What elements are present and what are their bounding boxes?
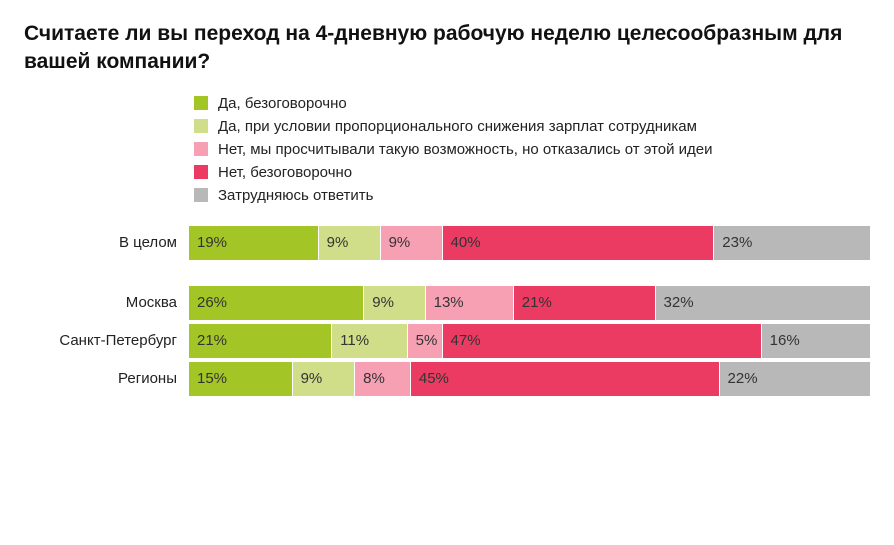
stacked-bar: 21%11%5%47%16%	[189, 324, 870, 358]
legend-swatch	[194, 119, 208, 133]
legend-swatch	[194, 188, 208, 202]
legend-swatch	[194, 165, 208, 179]
bar-segment: 19%	[189, 226, 318, 260]
legend-item: Затрудняюсь ответить	[194, 187, 870, 204]
bar-segment: 47%	[443, 324, 761, 358]
stacked-bar: 19%9%9%40%23%	[189, 226, 870, 260]
bar-segment: 15%	[189, 362, 292, 396]
bar-row: В целом19%9%9%40%23%	[24, 226, 870, 260]
legend-item: Нет, мы просчитывали такую возможность, …	[194, 141, 870, 158]
chart-body: В целом19%9%9%40%23%Москва26%9%13%21%32%…	[24, 226, 870, 400]
row-label: В целом	[24, 234, 189, 251]
legend-label: Да, безоговорочно	[218, 95, 347, 112]
stacked-bar: 15%9%8%45%22%	[189, 362, 870, 396]
legend: Да, безоговорочно Да, при условии пропорц…	[194, 95, 870, 204]
bar-row: Москва26%9%13%21%32%	[24, 286, 870, 320]
stacked-bar: 26%9%13%21%32%	[189, 286, 870, 320]
bar-row: Санкт-Петербург21%11%5%47%16%	[24, 324, 870, 358]
bar-segment: 22%	[720, 362, 870, 396]
row-label: Санкт-Петербург	[24, 332, 189, 349]
legend-label: Нет, мы просчитывали такую возможность, …	[218, 141, 713, 158]
bar-segment: 13%	[426, 286, 513, 320]
legend-swatch	[194, 96, 208, 110]
bar-segment: 16%	[762, 324, 870, 358]
bar-segment: 21%	[514, 286, 655, 320]
bar-segment: 5%	[408, 324, 442, 358]
legend-swatch	[194, 142, 208, 156]
bar-segment: 9%	[319, 226, 380, 260]
legend-label: Затрудняюсь ответить	[218, 187, 373, 204]
bar-segment: 23%	[714, 226, 870, 260]
legend-item: Да, при условии пропорционального снижен…	[194, 118, 870, 135]
chart-title: Считаете ли вы переход на 4-дневную рабо…	[24, 20, 870, 77]
group-gap	[24, 264, 870, 286]
bar-segment: 40%	[443, 226, 714, 260]
legend-label: Нет, безоговорочно	[218, 164, 352, 181]
bar-segment: 9%	[381, 226, 442, 260]
bar-segment: 8%	[355, 362, 410, 396]
bar-segment: 11%	[332, 324, 406, 358]
bar-segment: 26%	[189, 286, 363, 320]
bar-segment: 9%	[293, 362, 355, 396]
bar-segment: 45%	[411, 362, 719, 396]
bar-segment: 21%	[189, 324, 331, 358]
bar-segment: 32%	[656, 286, 870, 320]
row-label: Регионы	[24, 370, 189, 387]
legend-label: Да, при условии пропорционального снижен…	[218, 118, 697, 135]
legend-item: Нет, безоговорочно	[194, 164, 870, 181]
bar-segment: 9%	[364, 286, 424, 320]
row-label: Москва	[24, 294, 189, 311]
legend-item: Да, безоговорочно	[194, 95, 870, 112]
bar-row: Регионы15%9%8%45%22%	[24, 362, 870, 396]
